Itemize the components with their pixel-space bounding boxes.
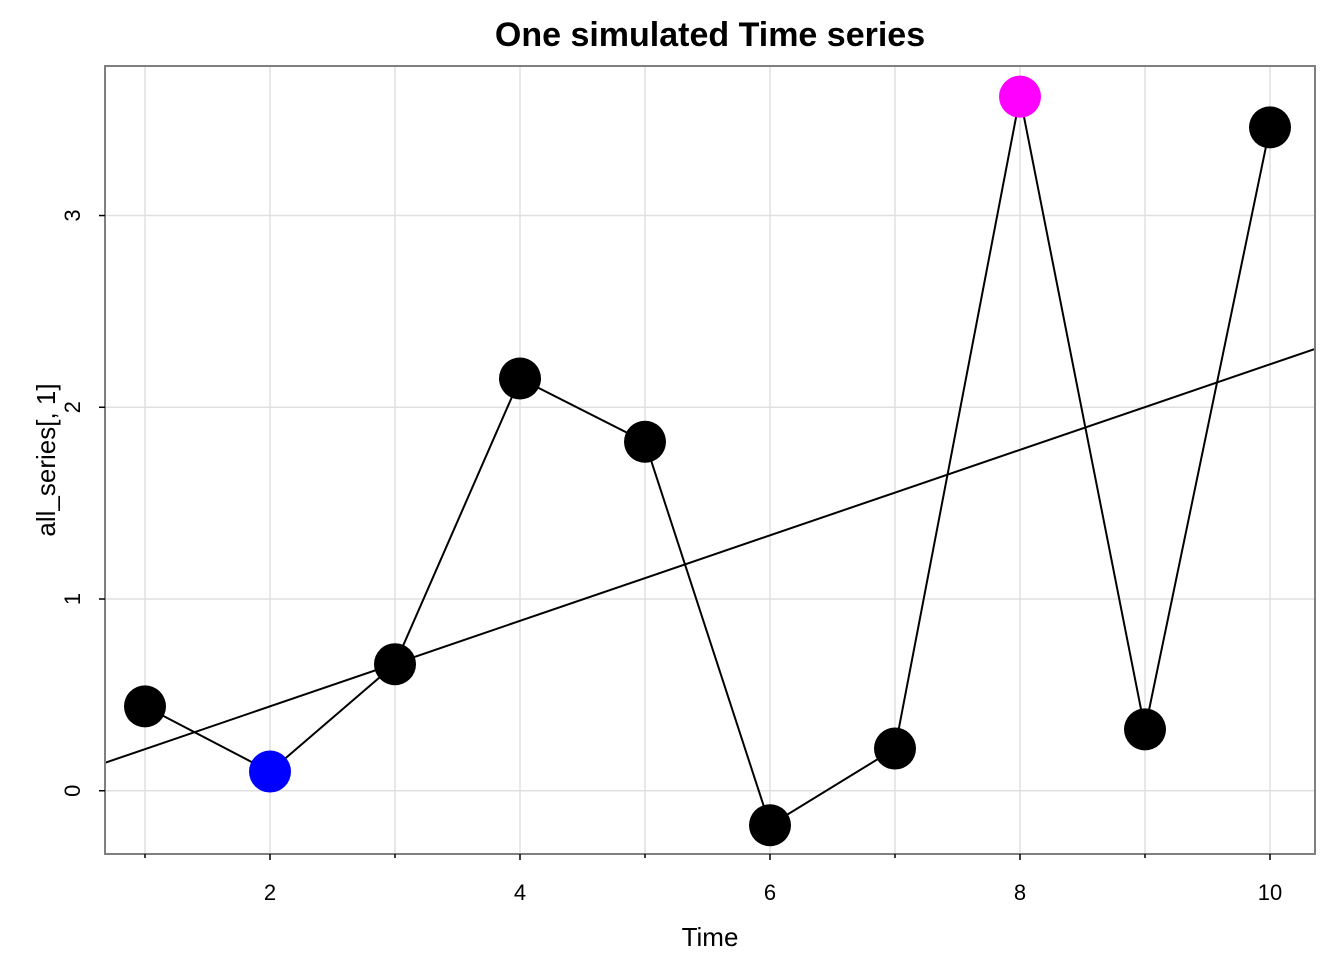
data-point — [499, 357, 541, 400]
x-tick-label: 8 — [1014, 880, 1026, 905]
data-point — [999, 75, 1041, 118]
x-axis-label: Time — [682, 922, 739, 952]
y-tick-label: 3 — [60, 209, 85, 221]
y-tick-label: 0 — [60, 785, 85, 797]
data-point — [1249, 106, 1291, 149]
data-point — [374, 643, 416, 686]
x-tick-label: 10 — [1258, 880, 1282, 905]
data-point — [1124, 708, 1166, 751]
x-tick-label: 6 — [764, 880, 776, 905]
y-tick-label: 1 — [60, 593, 85, 605]
trend-line — [105, 347, 1315, 764]
y-tick-label: 2 — [60, 401, 85, 413]
y-axis-label: all_series[, 1] — [31, 383, 61, 536]
data-point — [624, 420, 666, 463]
data-point — [124, 685, 166, 728]
x-tick-label: 2 — [264, 880, 276, 905]
data-point — [249, 750, 291, 793]
series-line — [144, 96, 1271, 827]
plot-frame — [104, 65, 1316, 855]
x-tick-label: 4 — [514, 880, 526, 905]
chart-title: One simulated Time series — [495, 16, 925, 54]
plot-area — [105, 75, 1315, 847]
data-point — [874, 727, 916, 770]
axes: 2 4 6 8 10 0 1 2 3 — [60, 209, 1282, 905]
data-point — [749, 804, 791, 847]
